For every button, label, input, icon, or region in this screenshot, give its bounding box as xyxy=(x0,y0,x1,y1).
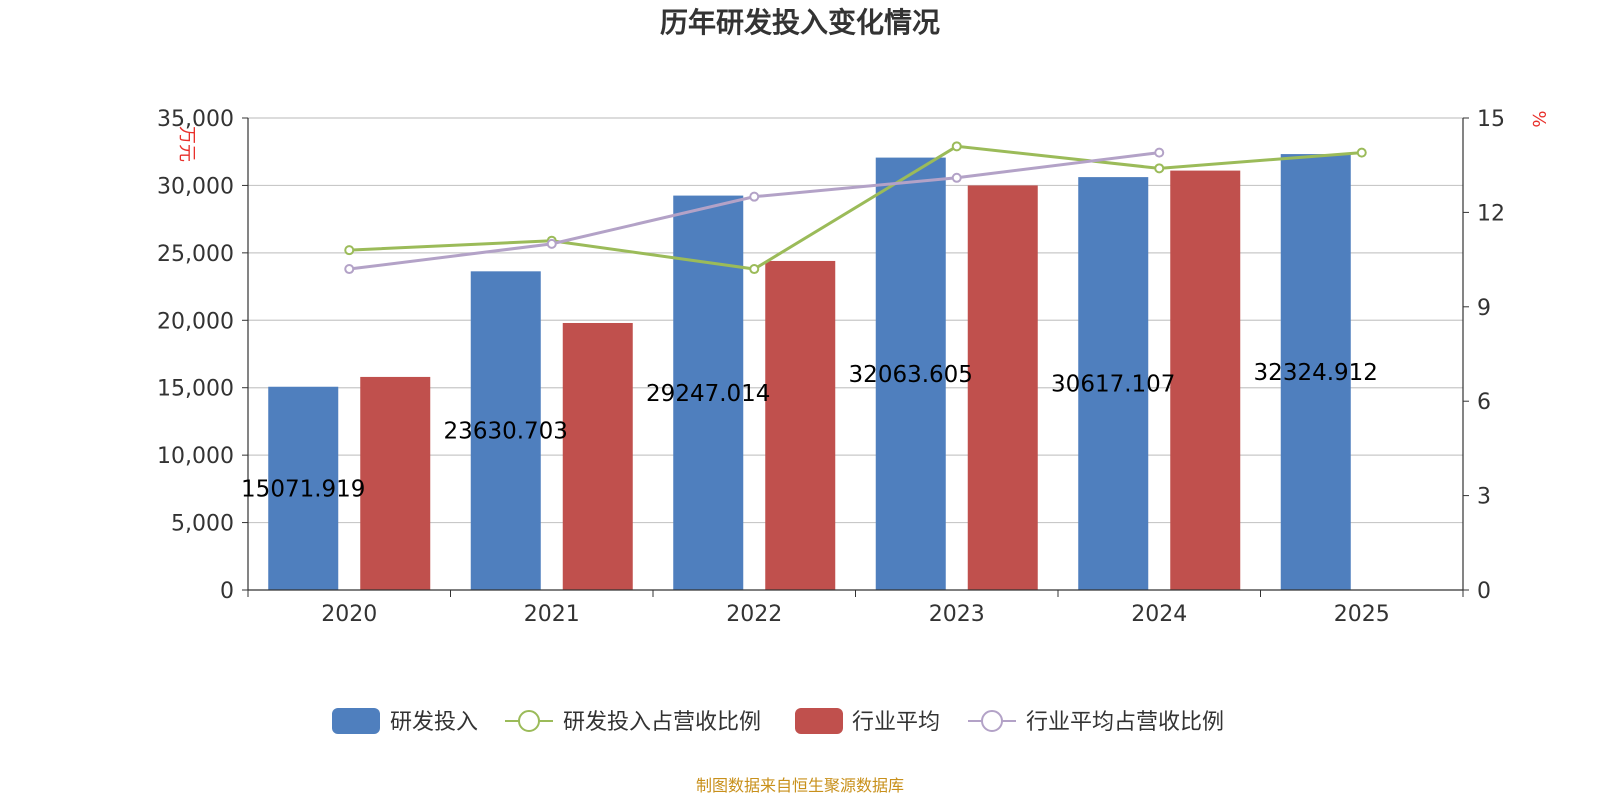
y-left-tick-label: 5,000 xyxy=(171,512,234,537)
legend-swatch-bar xyxy=(332,708,380,734)
industry-ratio-point xyxy=(546,238,557,249)
rd-ratio-point xyxy=(1356,147,1367,158)
industry-ratio-point xyxy=(344,264,355,275)
axes: 0 5,000 10,000 15,000 20,000 25,000 30,000 35,0… xyxy=(157,107,1505,627)
y-right-unit-label: % xyxy=(1528,110,1549,127)
legend-swatch-marker xyxy=(518,710,540,732)
x-tick-label: 2020 xyxy=(321,602,377,627)
y-left-tick-label: 15,000 xyxy=(157,377,234,402)
y-right-tick-label: 15 xyxy=(1477,107,1505,132)
industry-average-bar xyxy=(360,376,431,590)
legend-label: 行业平均占营收比例 xyxy=(1026,710,1224,735)
rd-investment-bar xyxy=(1280,154,1351,590)
y-right-tick-label: 6 xyxy=(1477,390,1491,415)
rd-ratio-point xyxy=(344,245,355,256)
y-left-tick-label: 20,000 xyxy=(157,309,234,334)
y-left-tick-label: 35,000 xyxy=(157,107,234,132)
bar-value-label: 23630.703 xyxy=(444,419,568,445)
x-tick-label: 2024 xyxy=(1131,602,1187,627)
industry-average-bar xyxy=(562,322,633,590)
y-left-unit-label: 万元 xyxy=(176,126,197,162)
data-labels: 15071.919 23630.703 29247.014 32063.605 3061… xyxy=(241,360,1378,502)
lines xyxy=(344,141,1367,275)
bar-value-label: 32324.912 xyxy=(1254,360,1378,386)
y-right-tick-label: 12 xyxy=(1477,201,1505,226)
y-left-tick-label: 30,000 xyxy=(157,174,234,199)
bar-value-label: 15071.919 xyxy=(241,476,365,502)
y-left-tick-label: 25,000 xyxy=(157,242,234,267)
industry-average-bar xyxy=(765,260,836,590)
chart-title: 历年研发投入变化情况 xyxy=(660,6,940,39)
industry-ratio-point xyxy=(749,191,760,202)
rd-investment-bar xyxy=(875,157,946,591)
bar-value-label: 32063.605 xyxy=(849,362,973,388)
rd-investment-bar xyxy=(1078,177,1149,590)
rd-ratio-point xyxy=(1154,163,1165,174)
rd-ratio-point xyxy=(749,264,760,275)
bar-value-label: 30617.107 xyxy=(1051,372,1175,398)
x-tick-label: 2022 xyxy=(726,602,782,627)
bars xyxy=(268,154,1351,591)
industry-ratio-point xyxy=(1154,147,1165,158)
x-tick-label: 2025 xyxy=(1334,602,1390,627)
legend-label: 研发投入占营收比例 xyxy=(563,710,761,735)
rd-investment-bar xyxy=(470,271,541,590)
y-right-tick-label: 3 xyxy=(1477,485,1491,510)
legend-label: 行业平均 xyxy=(852,710,940,735)
rd-ratio-line xyxy=(349,144,1362,271)
y-left-tick-label: 10,000 xyxy=(157,444,234,469)
legend-swatch-marker xyxy=(981,710,1003,732)
industry-average-bar xyxy=(1170,170,1241,590)
industry-average-bar xyxy=(967,185,1038,590)
legend: 研发投入 研发投入占营收比例 行业平均 行业平均占营收比例 xyxy=(332,708,1224,735)
x-tick-label: 2021 xyxy=(524,602,580,627)
y-left-tick-label: 0 xyxy=(220,579,234,604)
grid-lines xyxy=(248,117,1463,524)
legend-swatch-bar xyxy=(795,708,843,734)
rd-investment-bar xyxy=(268,386,339,590)
industry-ratio-point xyxy=(951,172,962,183)
y-right-tick-label: 0 xyxy=(1477,579,1491,604)
legend-label: 研发投入 xyxy=(390,710,478,735)
rd-ratio-point xyxy=(951,141,962,152)
bar-value-label: 29247.014 xyxy=(646,381,770,407)
x-tick-label: 2023 xyxy=(929,602,985,627)
y-right-tick-label: 9 xyxy=(1477,296,1491,321)
source-note: 制图数据来自恒生聚源数据库 xyxy=(696,776,904,795)
